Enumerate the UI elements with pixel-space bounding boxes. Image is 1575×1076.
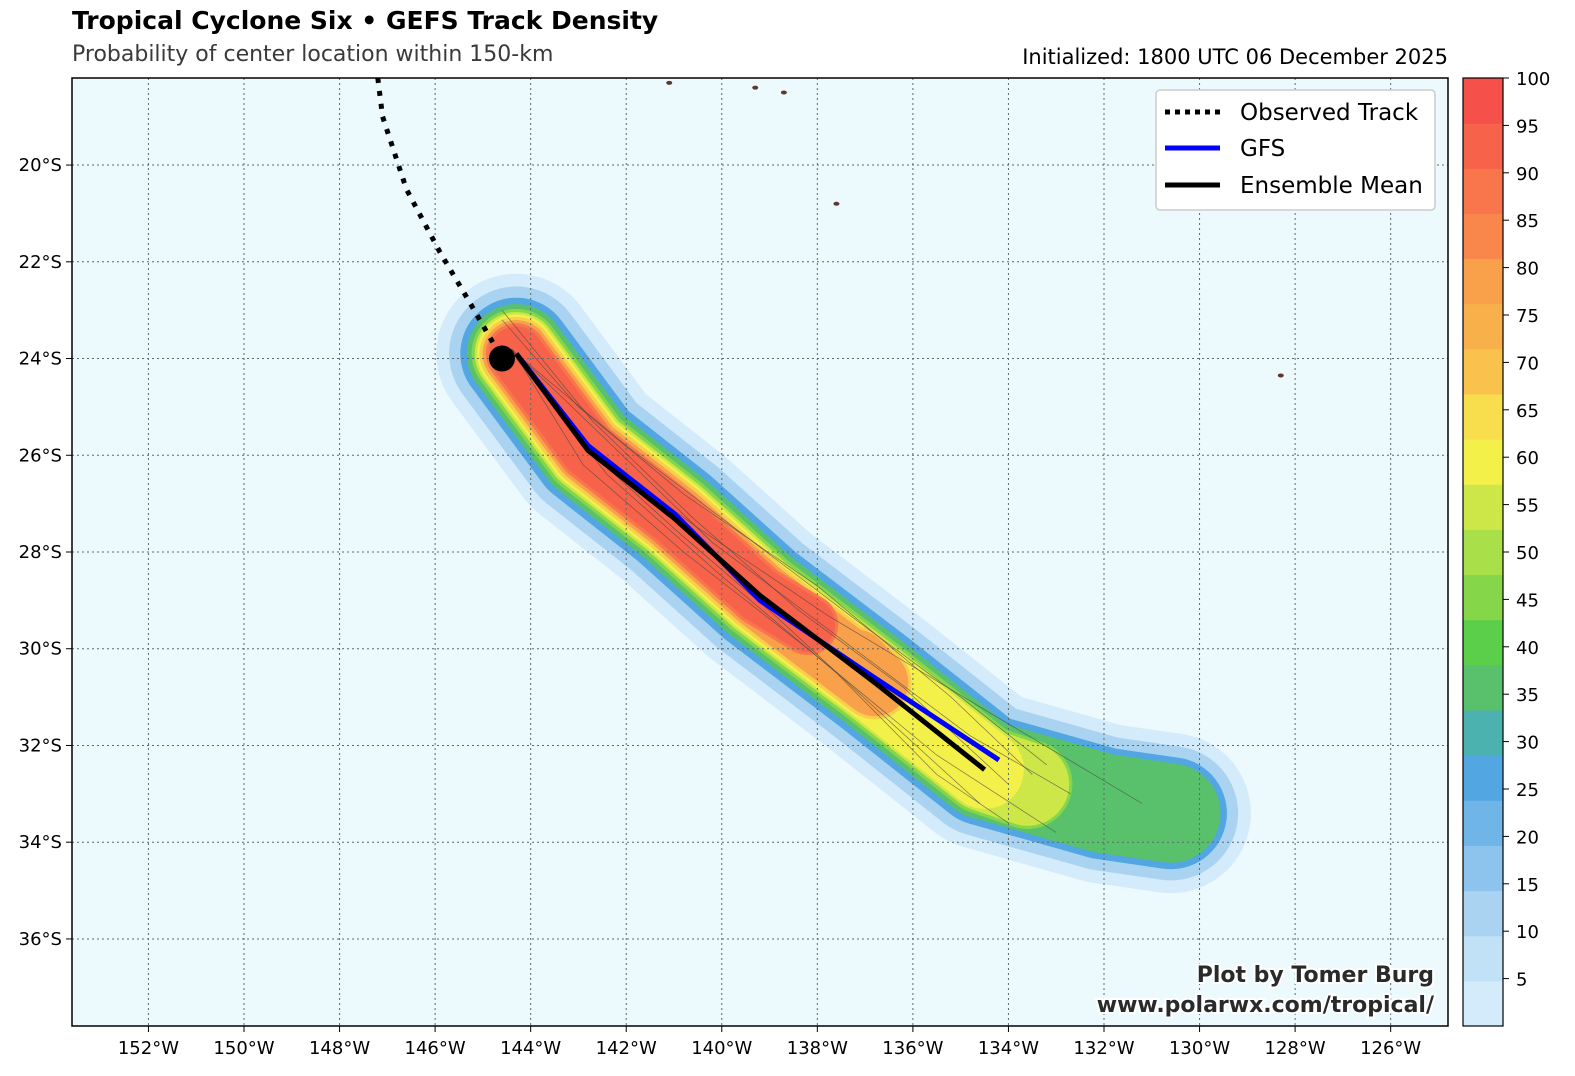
lat-tick-label: 26°S [19, 445, 62, 466]
lon-tick-label: 130°W [1169, 1038, 1230, 1059]
lat-tick-label: 36°S [19, 929, 62, 950]
island [666, 80, 673, 85]
chart-title: Tropical Cyclone Six • GEFS Track Densit… [72, 6, 659, 35]
legend-gfs-label: GFS [1240, 136, 1285, 162]
ensemble-member-track [516, 353, 1047, 766]
colorbar-label: 55 [1516, 496, 1539, 517]
colorbar-segment [1463, 484, 1503, 530]
colorbar: 5 10 15 20 25 30 35 40 45 50 55 60 65 70 75 80 85 90 95 100 [1462, 69, 1550, 1027]
colorbar-segment [1463, 348, 1503, 395]
lon-tick-label: 140°W [691, 1038, 752, 1059]
colorbar-label: 60 [1516, 448, 1539, 469]
lat-tick-label: 24°S [19, 349, 62, 370]
colorbar-segment [1463, 890, 1503, 937]
lon-tick-label: 146°W [405, 1038, 466, 1059]
credit-url: www.polarwx.com/tropical/ [1097, 993, 1435, 1018]
lon-tick-label: 142°W [596, 1038, 657, 1059]
colorbar-label: 90 [1516, 164, 1539, 185]
colorbar-label: 50 [1516, 543, 1539, 564]
legend-box [1155, 89, 1436, 211]
lon-tick-label: 138°W [787, 1038, 848, 1059]
colorbar-segment [1463, 439, 1503, 485]
lon-tick-label: 136°W [882, 1038, 943, 1059]
colorbar-label: 95 [1516, 116, 1539, 137]
legend: Observed Track GFS Ensemble Mean [1155, 89, 1436, 211]
legend-mean-label: Ensemble Mean [1240, 173, 1423, 199]
lon-tick-label: 134°W [978, 1038, 1039, 1059]
lon-tick-label: 144°W [500, 1038, 561, 1059]
colorbar-segment [1463, 980, 1503, 1027]
colorbar-label: 15 [1516, 875, 1539, 896]
colorbar-label: 80 [1516, 259, 1539, 280]
colorbar-segment [1463, 168, 1503, 214]
colorbar-label: 20 [1516, 827, 1539, 848]
colorbar-segment [1463, 123, 1503, 169]
initialized-time: Initialized: 1800 UTC 06 December 2025 [1022, 45, 1448, 69]
colorbar-segment [1463, 529, 1503, 576]
colorbar-segment [1463, 710, 1503, 756]
lat-tick-label: 28°S [19, 542, 62, 563]
ensemble-member-track [511, 348, 1071, 795]
lon-tick-label: 128°W [1265, 1038, 1326, 1059]
legend-observed-label: Observed Track [1240, 100, 1419, 126]
colorbar-label: 30 [1516, 733, 1539, 754]
colorbar-label: 85 [1516, 211, 1539, 232]
island [833, 201, 840, 206]
tracks [375, 78, 1143, 833]
lat-tick-label: 32°S [19, 735, 62, 756]
lon-tick-label: 148°W [309, 1038, 370, 1059]
colorbar-label: 75 [1516, 306, 1539, 327]
colorbar-segment [1463, 845, 1503, 892]
gridlines [72, 78, 1448, 1026]
island [780, 90, 787, 95]
lat-tick-label: 20°S [19, 155, 62, 176]
credit-author: Plot by Tomer Burg [1197, 963, 1434, 988]
colorbar-segment [1463, 394, 1503, 440]
islands [666, 80, 1284, 378]
colorbar-segment [1463, 303, 1503, 350]
ensemble-mean-track [514, 352, 987, 772]
lon-tick-label: 150°W [213, 1038, 274, 1059]
colorbar-label: 70 [1516, 353, 1539, 374]
colorbar-label: 35 [1516, 685, 1539, 706]
colorbar-segment [1463, 664, 1503, 711]
colorbar-segment [1463, 78, 1503, 124]
colorbar-segment [1463, 574, 1503, 621]
colorbar-label: 10 [1516, 922, 1539, 943]
colorbar-label: 100 [1516, 69, 1550, 90]
island [1277, 373, 1284, 378]
colorbar-label: 25 [1516, 780, 1539, 801]
lat-tick-label: 34°S [19, 832, 62, 853]
colorbar-segment [1463, 935, 1503, 982]
longitude-ticks: 152°W 150°W 148°W 146°W 144°W 142°W 140°W 138°W… [118, 1026, 1421, 1059]
lat-tick-label: 22°S [19, 252, 62, 273]
lon-tick-label: 152°W [118, 1038, 179, 1059]
lat-tick-label: 30°S [19, 639, 62, 660]
colorbar-label: 40 [1516, 638, 1539, 659]
lon-tick-label: 126°W [1360, 1038, 1421, 1059]
latitude-ticks: 20°S 22°S 24°S 26°S 28°S 30°S 32°S 34°S 36°S [19, 155, 72, 950]
colorbar-segment [1463, 258, 1503, 305]
ensemble-member-track [501, 309, 1009, 785]
colorbar-segment [1463, 800, 1503, 846]
colorbar-label: 65 [1516, 401, 1539, 422]
island [752, 85, 759, 90]
colorbar-segment [1463, 213, 1503, 260]
ensemble-member-track [511, 348, 1057, 833]
colorbar-label: 5 [1516, 970, 1527, 991]
colorbar-segment [1463, 755, 1503, 801]
colorbar-label: 45 [1516, 590, 1539, 611]
current-position-marker [489, 345, 515, 372]
colorbar-segment [1463, 619, 1503, 666]
chart-subtitle: Probability of center location within 15… [72, 42, 554, 67]
lon-tick-label: 132°W [1073, 1038, 1134, 1059]
